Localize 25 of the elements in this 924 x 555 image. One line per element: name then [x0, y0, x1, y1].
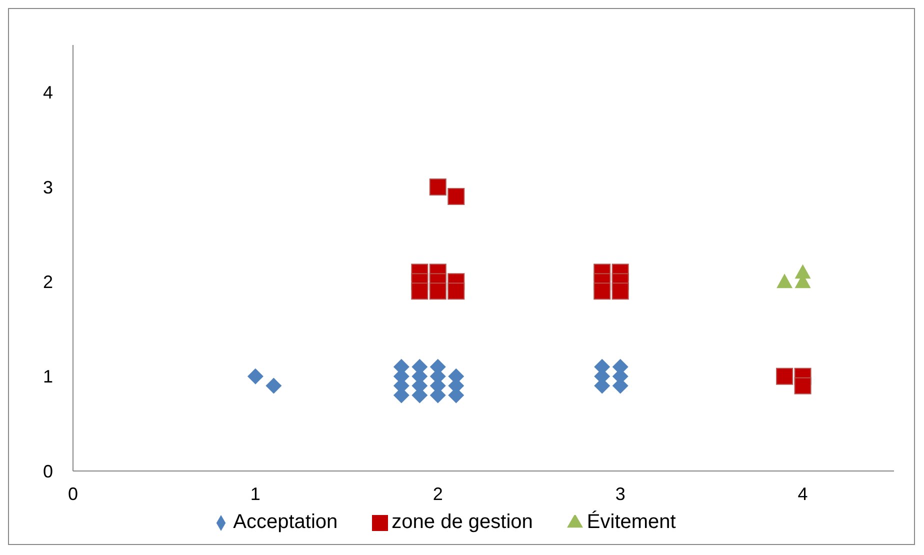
point [448, 282, 465, 300]
point [594, 282, 611, 300]
point [429, 282, 446, 300]
x-tick-label: 4 [798, 484, 808, 504]
point [266, 378, 282, 394]
x-tick-label: 1 [250, 484, 260, 504]
point [429, 178, 446, 196]
x-tick-label: 3 [615, 484, 626, 504]
point [448, 188, 465, 205]
point [612, 282, 629, 300]
x-tick-label: 0 [68, 484, 78, 504]
y-tick-label: 3 [42, 177, 53, 198]
point [411, 282, 428, 300]
x-tick-label: 2 [432, 484, 443, 504]
legend-label: Acceptation [233, 511, 338, 533]
point [776, 368, 794, 385]
legend-label: Évitement [586, 511, 676, 533]
y-tick-label: 2 [42, 272, 53, 292]
y-tick-label: 1 [42, 366, 53, 387]
legend-label: zone de gestion [392, 511, 533, 533]
point [247, 368, 264, 384]
point [776, 274, 793, 288]
point [794, 377, 812, 394]
y-tick-label: 4 [42, 82, 53, 103]
y-tick-label: 0 [42, 461, 53, 482]
